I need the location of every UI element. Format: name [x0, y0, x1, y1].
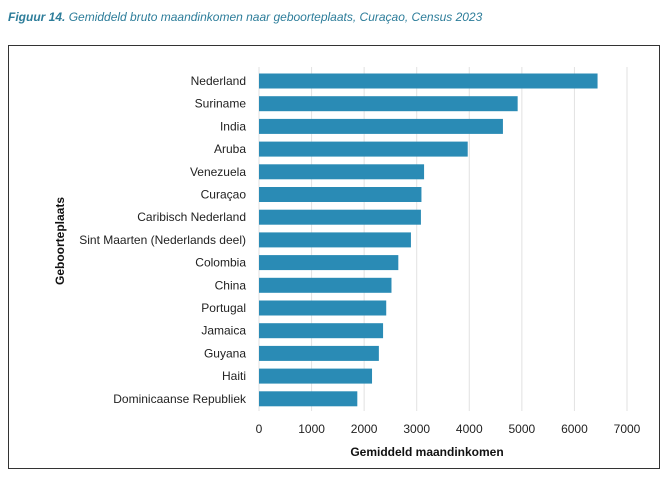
- bar-chart: Nederland Suriname India Aruba Venezuela Cura…: [53, 67, 641, 459]
- category-label: Aruba: [214, 142, 246, 156]
- category-label: Sint Maarten (Nederlands deel): [79, 233, 246, 247]
- bar: [259, 141, 468, 157]
- category-label: Guyana: [204, 346, 246, 360]
- category-label: China: [215, 278, 247, 292]
- x-tick-labels: 0 1000 2000 3000 4000 5000 6000 7000: [256, 422, 641, 436]
- bars: [259, 73, 598, 407]
- bar: [259, 187, 422, 202]
- category-labels: Nederland Suriname India Aruba Venezuela Cura…: [79, 74, 247, 406]
- bar: [259, 96, 518, 112]
- figure-number: Figuur 14.: [8, 10, 66, 24]
- x-tick-label: 1000: [298, 422, 325, 436]
- x-axis-title: Gemiddeld maandinkomen: [350, 445, 503, 459]
- chart-frame: Nederland Suriname India Aruba Venezuela Cura…: [8, 45, 660, 469]
- bar: [259, 323, 384, 339]
- x-tick-label: 4000: [456, 422, 483, 436]
- category-label: Dominicaanse Republiek: [113, 392, 247, 406]
- category-label: Suriname: [195, 97, 247, 111]
- bar: [259, 209, 421, 225]
- x-tick-label: 5000: [509, 422, 536, 436]
- category-label: Caribisch Nederland: [137, 210, 246, 224]
- bar: [259, 368, 373, 384]
- category-label: Nederland: [191, 74, 246, 88]
- bar: [259, 300, 387, 316]
- category-label: India: [220, 119, 246, 133]
- bar: [259, 164, 425, 180]
- category-label: Colombia: [195, 256, 246, 270]
- bar: [259, 277, 392, 293]
- category-label: Curaçao: [201, 188, 247, 202]
- x-tick-label: 0: [256, 422, 263, 436]
- bar: [259, 391, 358, 407]
- category-label: Portugal: [201, 301, 246, 315]
- bar: [259, 118, 503, 134]
- category-label: Venezuela: [190, 165, 246, 179]
- category-label: Haiti: [222, 369, 246, 383]
- figure-title: Gemiddeld bruto maandinkomen naar geboor…: [68, 10, 483, 24]
- bar: [259, 232, 411, 248]
- y-axis-title: Geboorteplaats: [53, 197, 67, 285]
- x-tick-label: 3000: [403, 422, 430, 436]
- x-tick-label: 7000: [614, 422, 641, 436]
- x-tick-label: 6000: [561, 422, 588, 436]
- figure-caption: Figuur 14. Gemiddeld bruto maandinkomen …: [8, 10, 482, 24]
- bar: [259, 73, 598, 89]
- bar: [259, 345, 379, 361]
- category-label: Jamaica: [201, 324, 246, 338]
- x-tick-label: 2000: [351, 422, 378, 436]
- bar: [259, 255, 399, 271]
